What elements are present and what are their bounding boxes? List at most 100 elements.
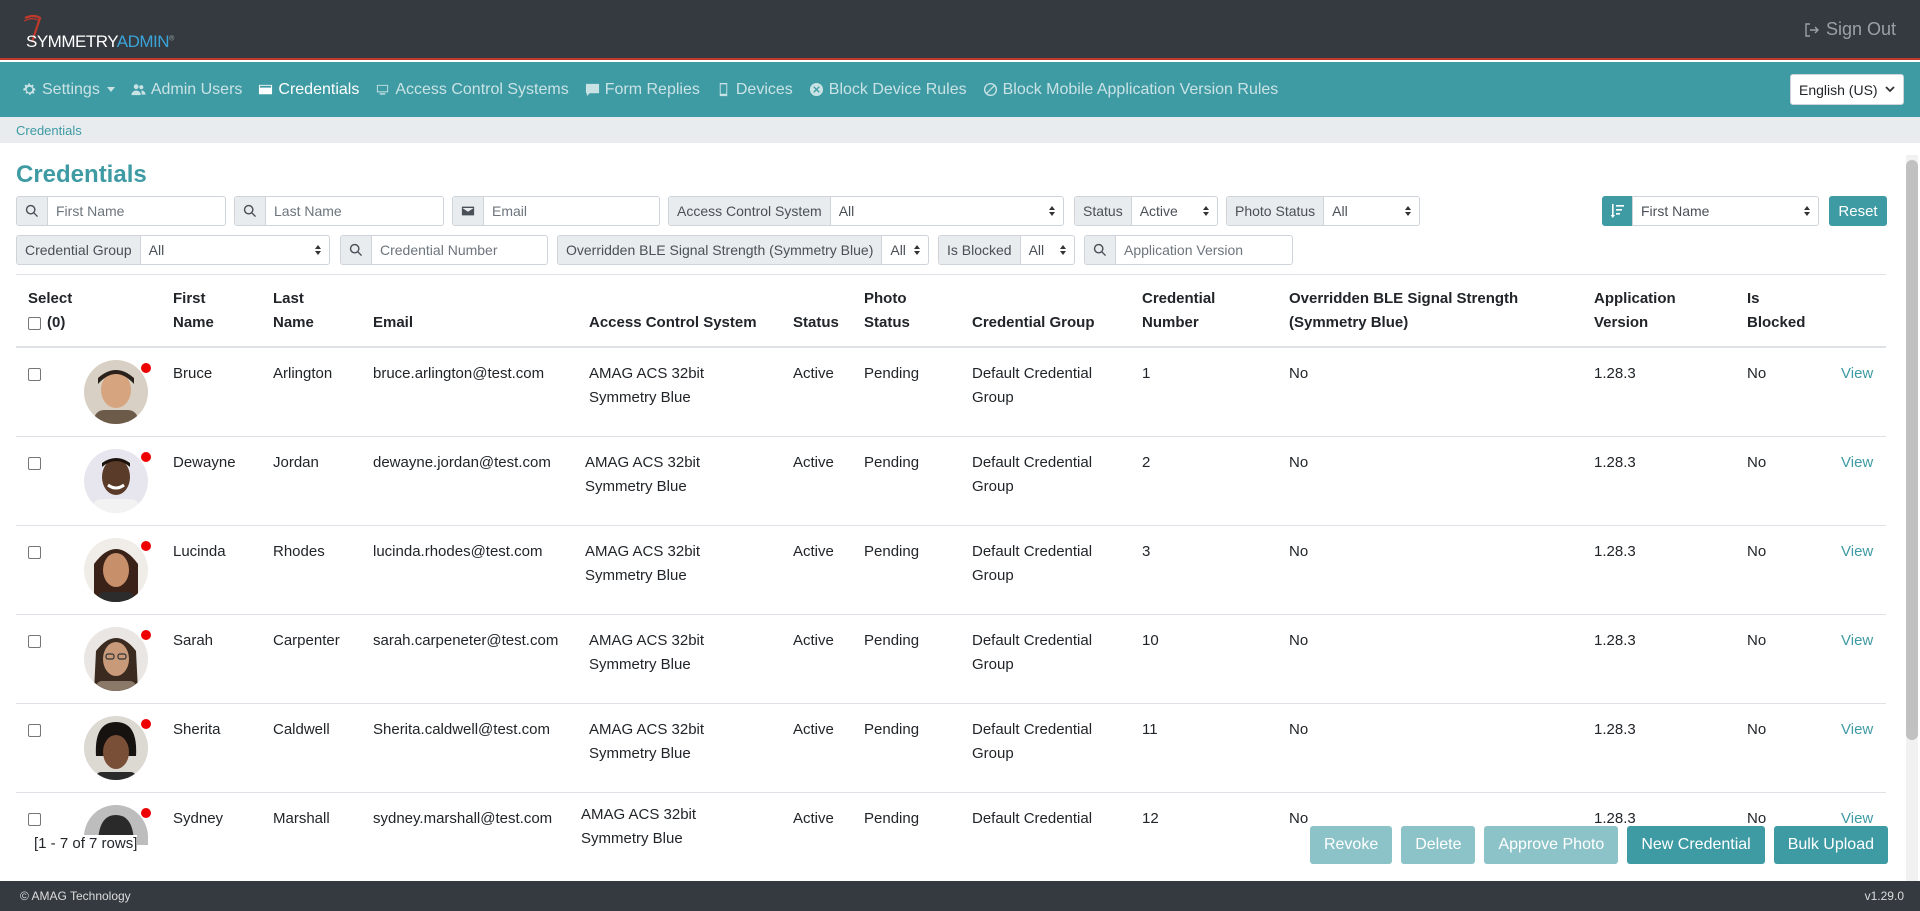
sign-out-label: Sign Out bbox=[1825, 19, 1896, 39]
sort-arrows-icon bbox=[315, 245, 321, 255]
cell-last-name: Jordan bbox=[273, 454, 319, 471]
table-header-line bbox=[16, 346, 1886, 348]
cell-email: Sherita.caldwell@test.com bbox=[373, 721, 550, 738]
scrollbar-thumb[interactable] bbox=[1906, 160, 1918, 740]
app-version-input[interactable]: Application Version bbox=[1124, 242, 1244, 258]
view-link[interactable]: View bbox=[1841, 810, 1874, 827]
table-row: Sherita Caldwell Sherita.caldwell@test.c… bbox=[16, 704, 1886, 793]
sort-direction-button[interactable] bbox=[1602, 196, 1632, 226]
cell-status: Active bbox=[793, 543, 834, 560]
chevron-down-icon bbox=[106, 87, 115, 92]
reset-button[interactable]: Reset bbox=[1829, 196, 1887, 226]
cell-ble: No bbox=[1289, 632, 1309, 649]
row-checkbox[interactable] bbox=[28, 635, 41, 648]
header-first-name[interactable]: First Name bbox=[173, 290, 214, 331]
is-blocked-select[interactable]: All bbox=[1021, 236, 1074, 264]
row-checkbox[interactable] bbox=[28, 457, 41, 470]
view-link[interactable]: View bbox=[1841, 454, 1874, 471]
credential-group-filter: Credential Group All bbox=[16, 235, 330, 265]
nav-block-mobile-app-rules[interactable]: Block Mobile Application Version Rules bbox=[983, 81, 1278, 99]
credential-group-value: All bbox=[148, 242, 165, 258]
revoke-button[interactable]: Revoke bbox=[1309, 826, 1393, 864]
sort-arrows-icon bbox=[1060, 245, 1066, 255]
cell-email: sarah.carpeneter@test.com bbox=[373, 632, 559, 649]
last-name-input[interactable]: Last Name bbox=[274, 203, 342, 219]
first-name-input[interactable]: First Name bbox=[56, 203, 125, 219]
logo-text: SYMMETRYADMIN® bbox=[26, 32, 174, 51]
view-link[interactable]: View bbox=[1841, 365, 1874, 382]
header-acs[interactable]: Access Control System bbox=[589, 314, 757, 331]
new-credential-button[interactable]: New Credential bbox=[1627, 826, 1765, 864]
row-checkbox[interactable] bbox=[28, 724, 41, 737]
row-checkbox[interactable] bbox=[28, 546, 41, 559]
cell-credential-number: 11 bbox=[1142, 721, 1158, 738]
approve-photo-button[interactable]: Approve Photo bbox=[1484, 826, 1619, 864]
select-all-checkbox[interactable] bbox=[28, 316, 41, 330]
cell-acs: AMAG ACS 32bit Symmetry Blue bbox=[589, 632, 705, 673]
header-credential-group[interactable]: Credential Group bbox=[972, 314, 1095, 331]
nav-devices[interactable]: Devices bbox=[716, 81, 793, 99]
cell-last-name: Arlington bbox=[273, 365, 333, 382]
ble-select-value: All bbox=[890, 242, 906, 258]
cell-email: sydney.marshall@test.com bbox=[373, 810, 553, 827]
app-version-filter: Application Version bbox=[1084, 235, 1293, 265]
cell-last-name: Marshall bbox=[273, 810, 330, 827]
nav-settings[interactable]: Settings bbox=[22, 81, 115, 99]
cell-credential-number: 3 bbox=[1142, 543, 1151, 560]
view-link[interactable]: View bbox=[1841, 721, 1874, 738]
sign-out-link[interactable]: Sign Out bbox=[1804, 19, 1896, 40]
cell-photo-status: Pending bbox=[864, 721, 920, 738]
credential-group-select[interactable]: All bbox=[141, 236, 329, 264]
view-link[interactable]: View bbox=[1841, 632, 1874, 649]
cell-acs: AMAG ACS 32bit Symmetry Blue bbox=[589, 365, 705, 406]
nav-admin-users[interactable]: Admin Users bbox=[131, 81, 242, 99]
cell-photo-status: Pending bbox=[864, 454, 920, 471]
nav-block-device-rules[interactable]: Block Device Rules bbox=[809, 81, 967, 99]
cell-first-name: Sarah bbox=[173, 632, 214, 649]
nav-form-replies[interactable]: Form Replies bbox=[585, 81, 700, 99]
delete-button[interactable]: Delete bbox=[1401, 826, 1476, 864]
header-status[interactable]: Status bbox=[793, 314, 839, 331]
row-checkbox[interactable] bbox=[28, 368, 41, 381]
photo-status-select[interactable]: All bbox=[1324, 197, 1419, 225]
status-select[interactable]: Active bbox=[1132, 197, 1217, 225]
header-credential-number[interactable]: Credential Number bbox=[1142, 290, 1216, 331]
ble-filter-label: Overridden BLE Signal Strength (Symmetry… bbox=[558, 236, 883, 264]
x-circle-icon bbox=[809, 82, 823, 97]
cell-group: Default Credential Group bbox=[972, 721, 1093, 762]
app-logo[interactable]: SYMMETRYADMIN® bbox=[20, 14, 190, 51]
sort-icon bbox=[1610, 204, 1624, 218]
cell-group: Default Credential Group bbox=[972, 543, 1093, 584]
table-row: Sarah Carpenter sarah.carpeneter@test.co… bbox=[16, 615, 1886, 704]
acs-select[interactable]: All bbox=[831, 197, 1063, 225]
nav-access-control-systems[interactable]: Access Control Systems bbox=[375, 81, 569, 99]
action-buttons: Revoke Delete Approve Photo New Credenti… bbox=[1309, 826, 1888, 864]
email-input[interactable]: Email bbox=[492, 203, 528, 219]
ble-select[interactable]: All bbox=[882, 236, 928, 264]
gear-icon bbox=[23, 83, 36, 96]
credential-number-input[interactable]: Credential Number bbox=[380, 242, 498, 258]
nav-credentials[interactable]: Credentials bbox=[258, 81, 359, 99]
view-link[interactable]: View bbox=[1841, 543, 1874, 560]
status-dot bbox=[141, 630, 151, 640]
breadcrumb: Credentials bbox=[0, 117, 1920, 143]
header-photo-status[interactable]: Photo Status bbox=[864, 290, 910, 331]
cell-photo-status: Pending bbox=[864, 365, 920, 382]
cell-last-name: Caldwell bbox=[273, 721, 330, 738]
sign-out-icon bbox=[1805, 22, 1819, 37]
language-select[interactable]: English (US) bbox=[1790, 74, 1904, 105]
header-last-name[interactable]: Last Name bbox=[273, 290, 314, 331]
header-is-blocked[interactable]: Is Blocked bbox=[1747, 290, 1806, 331]
ban-icon bbox=[983, 82, 997, 97]
row-checkbox[interactable] bbox=[28, 813, 41, 826]
header-app-version[interactable]: Application Version bbox=[1594, 290, 1676, 331]
sort-field-select[interactable]: First Name bbox=[1633, 197, 1818, 225]
logo-mark-icon bbox=[23, 14, 42, 43]
breadcrumb-credentials[interactable]: Credentials bbox=[16, 123, 82, 138]
mobile-icon bbox=[719, 82, 728, 97]
header-ble[interactable]: Overridden BLE Signal Strength (Symmetry … bbox=[1289, 290, 1519, 331]
card-icon bbox=[259, 84, 273, 95]
header-email[interactable]: Email bbox=[373, 314, 414, 331]
bulk-upload-button[interactable]: Bulk Upload bbox=[1773, 826, 1888, 864]
cell-last-name: Rhodes bbox=[273, 543, 325, 560]
